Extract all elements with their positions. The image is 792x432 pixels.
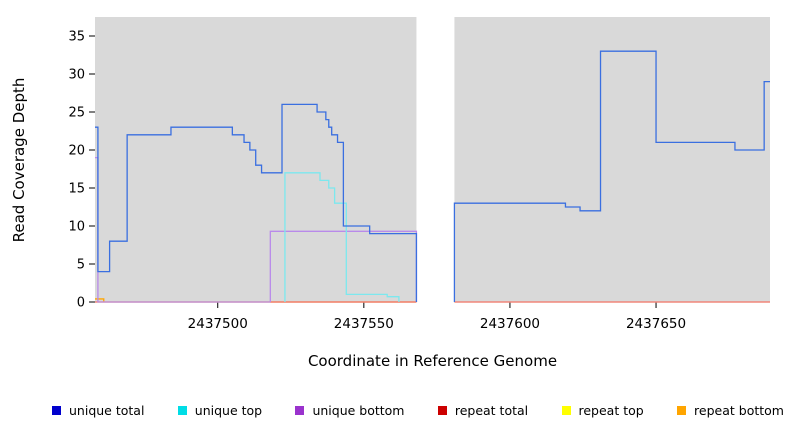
coverage-plot: 0 5 10 15 20 25 30 35 2437500 2437550 2437600 24376…	[68, 17, 770, 332]
legend-label: unique total	[69, 403, 145, 418]
legend-label: repeat top	[578, 403, 644, 418]
svg-text:30: 30	[68, 68, 85, 83]
y-axis-tick-labels: 0 5 10 15 20 25 30 35	[68, 30, 85, 311]
legend-item-repeat-bottom: repeat bottom	[677, 403, 784, 418]
svg-text:15: 15	[68, 182, 85, 197]
legend-item-repeat-total: repeat total	[437, 403, 529, 418]
svg-text:5: 5	[77, 258, 85, 273]
svg-text:2437650: 2437650	[626, 316, 686, 332]
legend-label: unique top	[194, 403, 263, 418]
legend-swatch-icon	[677, 406, 687, 415]
legend: unique total unique top unique bottom repea…	[52, 403, 784, 418]
legend-item-repeat-top: repeat top	[561, 403, 644, 418]
svg-text:20: 20	[68, 144, 85, 159]
legend-item-unique-top: unique top	[177, 403, 263, 418]
coverage-gap-band	[416, 17, 455, 302]
legend-label: unique bottom	[312, 403, 405, 418]
svg-text:0: 0	[77, 296, 85, 311]
y-axis-label: Read Coverage Depth	[10, 77, 28, 243]
legend-label: repeat total	[454, 403, 529, 418]
series-line-unique-total	[95, 50, 770, 302]
series-line-unique-top	[284, 172, 400, 302]
legend-swatch-icon	[561, 406, 571, 415]
legend-swatch-icon	[437, 406, 447, 415]
x-axis-tick-labels: 2437500 2437550 2437600 2437650	[188, 316, 686, 332]
svg-text:25: 25	[68, 106, 85, 121]
legend-swatch-icon	[295, 406, 305, 415]
legend-swatch-icon	[177, 406, 187, 415]
legend-item-unique-total: unique total	[52, 403, 144, 418]
svg-text:2437600: 2437600	[480, 316, 540, 332]
x-axis-label: Coordinate in Reference Genome	[307, 352, 558, 370]
svg-text:35: 35	[68, 30, 85, 45]
y-axis-ticks	[89, 35, 95, 303]
svg-text:10: 10	[68, 220, 85, 235]
legend-label: repeat bottom	[694, 403, 784, 418]
svg-text:2437550: 2437550	[334, 316, 394, 332]
x-axis-ticks	[217, 302, 657, 308]
legend-swatch-icon	[52, 406, 61, 415]
svg-text:2437500: 2437500	[188, 316, 248, 332]
legend-item-unique-bottom: unique bottom	[295, 403, 405, 418]
